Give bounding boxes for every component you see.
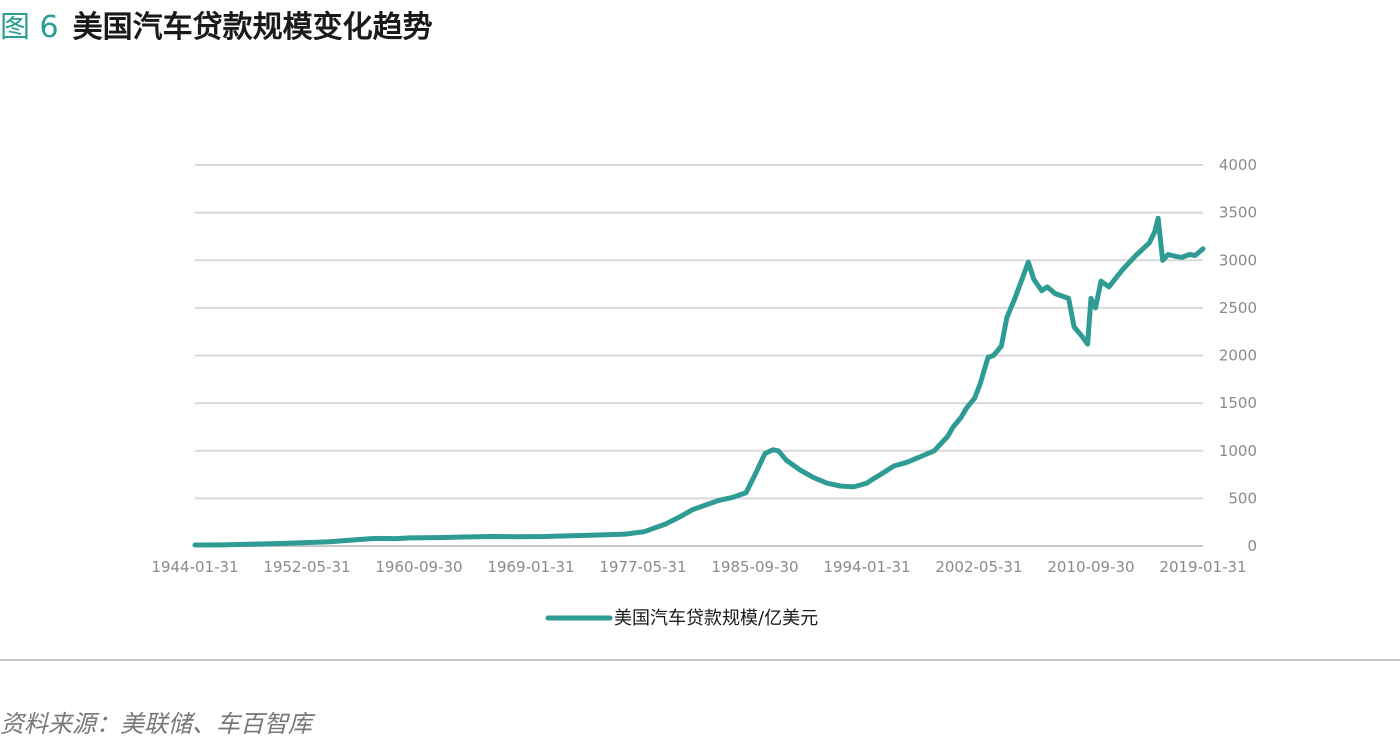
y-tick-label-3500: 3500 (1219, 204, 1257, 222)
x-tick-label-5: 1985-09-30 (711, 558, 798, 576)
figure-title-text: 美国汽车贷款规模变化趋势 (72, 10, 433, 45)
y-tick-label-0: 0 (1247, 537, 1257, 555)
x-tick-label-4: 1977-05-31 (599, 558, 686, 576)
y-axis-ticks: 0 500 1000 1500 2000 2500 3000 3500 4000 (1219, 156, 1257, 555)
x-tick-label-8: 2010-09-30 (1047, 558, 1134, 576)
y-tick-label-2500: 2500 (1219, 299, 1257, 317)
source-note: 资料来源：美联储、车百智库 (0, 710, 312, 738)
y-tick-label-2000: 2000 (1219, 347, 1257, 365)
x-tick-label-7: 2002-05-31 (935, 558, 1022, 576)
x-tick-label-9: 2019-01-31 (1159, 558, 1246, 576)
y-tick-label-1000: 1000 (1219, 442, 1257, 460)
footer-divider (0, 659, 1400, 661)
x-tick-label-6: 1994-01-31 (823, 558, 910, 576)
x-axis-ticks: 1944-01-31 1952-05-31 1960-09-30 1969-01-31… (151, 558, 1246, 576)
figure-label: 图 6 (0, 10, 59, 45)
y-tick-label-3000: 3000 (1219, 251, 1257, 269)
line-chart: 0 500 1000 1500 2000 2500 3000 3500 4000 1944-01… (151, 156, 1257, 629)
x-tick-label-1: 1952-05-31 (263, 558, 350, 576)
y-tick-label-500: 500 (1228, 489, 1257, 507)
x-tick-label-3: 1969-01-31 (487, 558, 574, 576)
legend-label-0: 美国汽车贷款规模/亿美元 (614, 608, 818, 629)
x-tick-label-0: 1944-01-31 (151, 558, 238, 576)
figure-title: 图 6 美国汽车贷款规模变化趋势 (0, 2, 433, 46)
x-tick-label-2: 1960-09-30 (375, 558, 462, 576)
legend[interactable]: 美国汽车贷款规模/亿美元 (545, 608, 818, 629)
y-tick-label-1500: 1500 (1219, 394, 1257, 412)
grid-lines (195, 164, 1203, 547)
series-line-0 (192, 215, 1206, 548)
series-layer (192, 215, 1206, 548)
y-tick-label-4000: 4000 (1219, 156, 1257, 174)
